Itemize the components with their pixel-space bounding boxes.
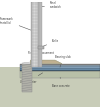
FancyBboxPatch shape xyxy=(32,2,38,67)
FancyBboxPatch shape xyxy=(0,67,100,107)
FancyBboxPatch shape xyxy=(31,2,32,67)
Text: Base concrete: Base concrete xyxy=(52,77,70,88)
Text: Vapor barrier: Vapor barrier xyxy=(20,73,43,84)
FancyBboxPatch shape xyxy=(20,68,100,70)
FancyBboxPatch shape xyxy=(38,2,39,67)
FancyBboxPatch shape xyxy=(20,64,100,65)
FancyBboxPatch shape xyxy=(20,66,100,68)
FancyBboxPatch shape xyxy=(22,64,32,92)
FancyBboxPatch shape xyxy=(39,2,42,67)
FancyBboxPatch shape xyxy=(20,71,100,78)
Text: Framework
(metallic): Framework (metallic) xyxy=(0,17,38,33)
Text: Panel
sandwich: Panel sandwich xyxy=(37,1,62,9)
Text: Protective basement: Protective basement xyxy=(28,51,54,61)
Polygon shape xyxy=(30,60,62,64)
Text: Purlin: Purlin xyxy=(44,39,59,46)
FancyBboxPatch shape xyxy=(20,65,100,66)
FancyBboxPatch shape xyxy=(38,45,44,49)
FancyBboxPatch shape xyxy=(20,70,100,71)
Text: Bearing slab: Bearing slab xyxy=(55,55,71,67)
